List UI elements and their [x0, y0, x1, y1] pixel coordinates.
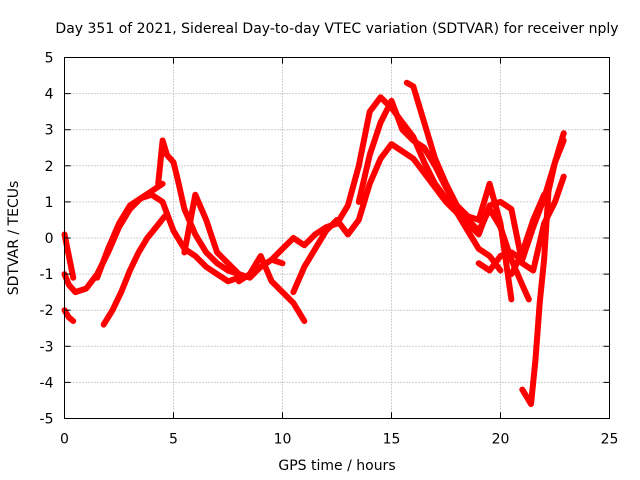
x-tick-label: 10 [274, 432, 292, 448]
series-trace-h [235, 253, 308, 324]
y-tick-label: -2 [40, 303, 54, 319]
series-trace-d [100, 213, 168, 328]
series-trace-b [61, 231, 77, 281]
x-tick-label: 5 [169, 432, 178, 448]
series-trace-e [94, 191, 242, 285]
series-trace-c [61, 307, 77, 324]
y-tick-label: -4 [40, 375, 54, 391]
y-tick-label: -1 [40, 267, 54, 283]
series-trace-l [403, 79, 515, 303]
x-tick-label: 20 [492, 432, 510, 448]
series-trace-f [155, 137, 286, 281]
data-series [61, 79, 567, 408]
y-tick-label: 4 [45, 87, 54, 103]
y-tick-label: 3 [45, 123, 54, 139]
series-trace-o [508, 191, 548, 278]
x-axis-label: GPS time / hours [278, 458, 395, 474]
series-trace-n [519, 137, 567, 408]
y-tick-label: 5 [45, 51, 54, 67]
y-tick-label: -3 [40, 339, 54, 355]
y-axis-label: SDTVAR / TECUs [6, 181, 22, 296]
y-tick-label: 2 [45, 159, 54, 175]
series-trace-g [181, 191, 242, 278]
grid [64, 57, 610, 419]
y-tick-label: 0 [45, 231, 54, 247]
y-tick-label: -5 [40, 412, 54, 428]
x-tick-label: 0 [60, 432, 69, 448]
x-tick-label: 25 [601, 432, 619, 448]
series-trace-j [290, 141, 504, 296]
axis-ticks: 0 5 10 15 20 25 -5 -4 -3 -2 -1 0 1 2 3 4 5 [40, 51, 619, 448]
y-tick-label: 1 [45, 195, 54, 211]
chart-title: Day 351 of 2021, Sidereal Day-to-day VTE… [55, 21, 618, 37]
series-trace-i [268, 94, 567, 274]
x-tick-label: 15 [383, 432, 401, 448]
